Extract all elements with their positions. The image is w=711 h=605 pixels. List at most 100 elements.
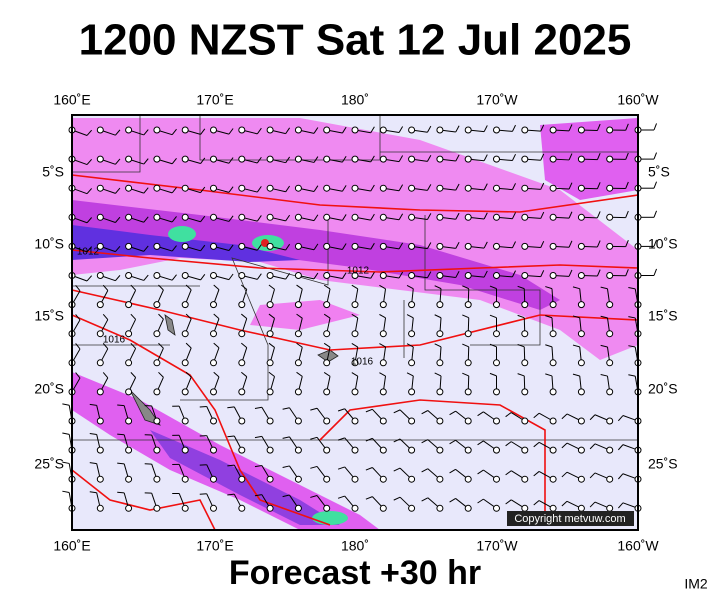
barb-station	[267, 447, 273, 453]
barb-station	[267, 156, 273, 162]
barb-station	[522, 476, 528, 482]
barb-station	[295, 156, 301, 162]
barb-station	[437, 273, 443, 279]
barb-station	[182, 127, 188, 133]
barb-station	[97, 476, 103, 482]
barb-station	[409, 476, 415, 482]
barb-station	[494, 302, 500, 308]
lat-label: 25˚S	[34, 456, 64, 472]
barb-station	[154, 156, 160, 162]
lat-label: 10˚S	[648, 236, 678, 252]
barb-station	[352, 389, 358, 395]
barb-station	[380, 302, 386, 308]
barb-station	[211, 302, 217, 308]
barb-station	[465, 418, 471, 424]
barb-station	[607, 243, 613, 249]
barb-station	[97, 156, 103, 162]
barb-station	[211, 389, 217, 395]
barb-station	[380, 331, 386, 337]
barb-station	[522, 214, 528, 220]
barb-station	[578, 447, 584, 453]
barb-station	[126, 156, 132, 162]
barb-station	[182, 302, 188, 308]
barb-station	[154, 418, 160, 424]
lat-label: 20˚S	[648, 381, 678, 397]
barb-station	[494, 360, 500, 366]
barb-station	[437, 505, 443, 511]
barb-station	[239, 389, 245, 395]
barb-station	[267, 505, 273, 511]
barb-station	[494, 476, 500, 482]
barb-station	[550, 331, 556, 337]
lat-label: 15˚S	[648, 308, 678, 324]
barb-station	[409, 273, 415, 279]
barb-station	[522, 447, 528, 453]
barb-station	[211, 185, 217, 191]
barb-station	[465, 476, 471, 482]
barb-station	[182, 156, 188, 162]
barb-station	[578, 273, 584, 279]
barb-station	[182, 447, 188, 453]
barb-station	[126, 302, 132, 308]
barb-station	[126, 185, 132, 191]
barb-station	[295, 505, 301, 511]
barb-station	[324, 476, 330, 482]
lat-label: 5˚S	[42, 164, 64, 180]
barb-station	[522, 127, 528, 133]
barb-station	[126, 447, 132, 453]
image-code: IM2	[684, 576, 708, 592]
barb-station	[522, 389, 528, 395]
barb-station	[211, 243, 217, 249]
barb-station	[437, 214, 443, 220]
barb-station	[295, 214, 301, 220]
barb-station	[409, 389, 415, 395]
lon-label: 180˚	[341, 92, 369, 108]
barb-station	[182, 476, 188, 482]
barb-station	[380, 447, 386, 453]
lon-label: 170˚E	[196, 538, 233, 554]
barb-station	[154, 476, 160, 482]
barb-station	[494, 505, 500, 511]
barb-station	[239, 156, 245, 162]
barb-station	[267, 389, 273, 395]
barb-station	[437, 185, 443, 191]
barb-station	[607, 331, 613, 337]
barb-station	[578, 331, 584, 337]
barb-station	[465, 360, 471, 366]
barb-station	[409, 447, 415, 453]
barb-station	[211, 447, 217, 453]
isobar-label: 1016	[351, 357, 374, 368]
barb-station	[324, 505, 330, 511]
lat-label: 25˚S	[648, 456, 678, 472]
barb-station	[239, 447, 245, 453]
barb-station	[154, 214, 160, 220]
barb-station	[97, 418, 103, 424]
barb-station	[380, 214, 386, 220]
copyright: Copyright metvuw.com	[514, 513, 625, 525]
barb-station	[126, 476, 132, 482]
barb-station	[324, 389, 330, 395]
barb-station	[211, 505, 217, 511]
barb-station	[295, 476, 301, 482]
barb-station	[154, 505, 160, 511]
barb-station	[465, 214, 471, 220]
barb-station	[607, 389, 613, 395]
barb-station	[154, 273, 160, 279]
barb-station	[607, 127, 613, 133]
barb-station	[465, 302, 471, 308]
barb-station	[437, 331, 443, 337]
barb-station	[409, 505, 415, 511]
barb-station	[97, 447, 103, 453]
barb-station	[154, 243, 160, 249]
lat-label: 15˚S	[34, 308, 64, 324]
barb-station	[267, 476, 273, 482]
barb-station	[522, 243, 528, 249]
barb-station	[380, 156, 386, 162]
barb-station	[437, 243, 443, 249]
barb-station	[465, 331, 471, 337]
caption: Forecast +30 hr	[229, 554, 481, 592]
barb-station	[522, 273, 528, 279]
barb-station	[494, 447, 500, 453]
barb-station	[211, 214, 217, 220]
barb-station	[494, 243, 500, 249]
